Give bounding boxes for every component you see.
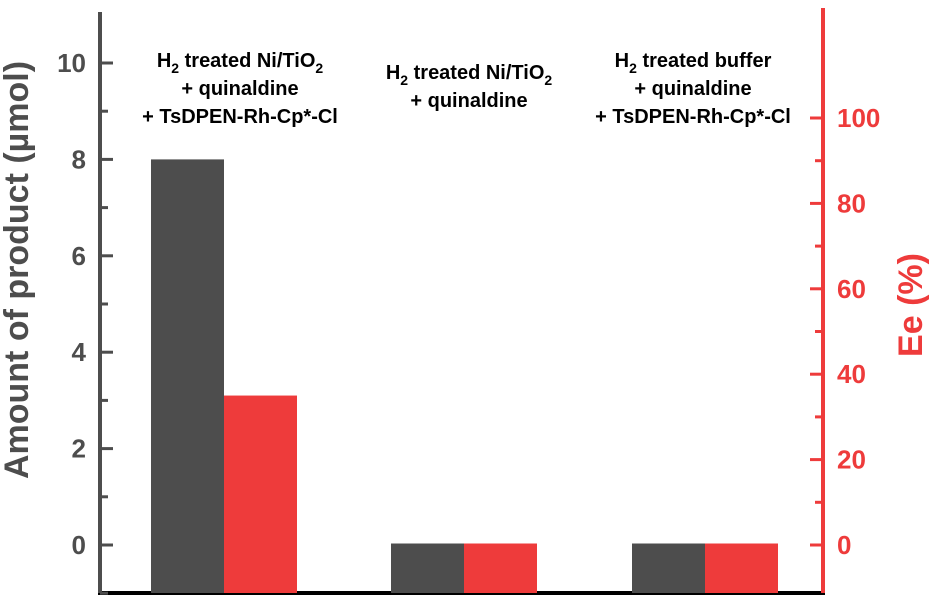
ee-bar [224,395,297,593]
left-tick-label: 2 [72,434,86,464]
left-axis-title: Amount of product (µmol) [0,61,36,479]
right-tick-label: 100 [837,103,880,133]
right-tick-label: 0 [837,530,851,560]
bars [151,159,778,593]
annotation-line: + TsDPEN-Rh-Cp*-Cl [142,106,338,128]
annotation-line: H2 treated Ni/TiO2 [386,62,553,88]
ee-bar [705,543,778,593]
amount-bar [151,159,224,593]
right-tick-label: 80 [837,188,866,218]
left-tick-label: 6 [72,241,86,271]
annotation-line: + TsDPEN-Rh-Cp*-Cl [595,106,791,128]
annotation-line: + quinaldine [410,90,527,112]
amount-bar [391,543,464,593]
annotation-line: H2 treated buffer [615,50,772,76]
left-tick-label: 10 [57,48,86,78]
ee-bar [464,543,537,593]
category-annotations: H2 treated Ni/TiO2+ quinaldine+ TsDPEN-R… [142,50,791,128]
left-tick-label: 4 [72,337,87,367]
amount-bar [632,543,705,593]
annotation-line: + quinaldine [634,78,751,100]
right-tick-label: 40 [837,359,866,389]
right-y-axis: 0 20 40 60 80 100 [810,8,880,593]
right-tick-label: 60 [837,274,866,304]
left-tick-label: 8 [72,144,86,174]
right-tick-label: 20 [837,445,866,475]
annotation-line: + quinaldine [181,78,298,100]
right-axis-title: Ee (%) [892,253,930,357]
left-y-axis: 0 2 4 6 8 10 [57,12,113,595]
annotation-line: H2 treated Ni/TiO2 [157,50,324,76]
left-tick-label: 0 [72,530,86,560]
